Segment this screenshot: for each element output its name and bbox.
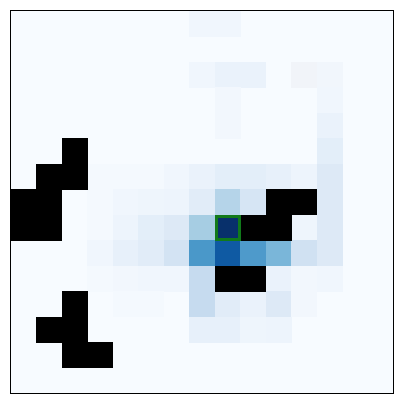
wall-cell: [240, 265, 267, 292]
wall-cell: [265, 189, 292, 216]
heatmap-cell: [214, 11, 241, 37]
wall-cell: [36, 189, 63, 216]
heatmap-cell: [316, 61, 343, 88]
heatmap-cell: [291, 163, 318, 190]
heatmap-cell: [112, 240, 139, 267]
heatmap-cell: [138, 265, 165, 292]
heatmap-cell: [265, 291, 292, 318]
heatmap-cell: [214, 189, 241, 216]
heatmap-cell: [189, 163, 216, 190]
heatmap-cell: [189, 11, 216, 37]
heatmap-cell: [240, 189, 267, 216]
heatmap-cell: [291, 291, 318, 318]
heatmap-cell: [316, 265, 343, 292]
wall-cell: [11, 214, 37, 241]
heatmap-cell: [163, 189, 190, 216]
heatmap-cell: [189, 316, 216, 343]
heatmap-cell: [240, 316, 267, 343]
wall-cell: [265, 214, 292, 241]
heatmap-cell: [214, 61, 241, 88]
heatmap-cell: [291, 214, 318, 241]
heatmap-cell: [163, 240, 190, 267]
heatmap-cell: [112, 265, 139, 292]
heatmap-cell: [240, 291, 267, 318]
wall-cell: [291, 189, 318, 216]
heatmap-cell: [316, 163, 343, 190]
heatmap-cell: [316, 240, 343, 267]
heatmap-cell: [138, 240, 165, 267]
heatmap-cell: [138, 214, 165, 241]
heatmap-cell: [214, 112, 241, 139]
heatmap-cell: [87, 214, 114, 241]
heatmap-cell: [214, 214, 241, 241]
heatmap-cell: [189, 240, 216, 267]
heatmap-cell: [189, 189, 216, 216]
heatmap-cell: [240, 163, 267, 190]
heatmap-cell: [291, 265, 318, 292]
wall-cell: [61, 316, 88, 343]
heatmap-cell: [87, 240, 114, 267]
wall-cell: [36, 316, 63, 343]
wall-cell: [36, 163, 63, 190]
heatmap-cell: [163, 163, 190, 190]
heatmap-cell: [265, 316, 292, 343]
heatmap-cell: [316, 214, 343, 241]
heatmap-cell: [265, 265, 292, 292]
wall-cell: [214, 265, 241, 292]
wall-cell: [61, 138, 88, 165]
heatmap-cell: [214, 87, 241, 114]
heatmap-cell: [138, 189, 165, 216]
heatmap-cell: [112, 189, 139, 216]
heatmap-cell: [214, 316, 241, 343]
heatmap-cell: [189, 61, 216, 88]
wall-cell: [240, 214, 267, 241]
wall-cell: [11, 189, 37, 216]
heatmap-cell: [138, 163, 165, 190]
heatmap-cell: [214, 163, 241, 190]
heatmap-cell: [87, 265, 114, 292]
heatmap-cell: [240, 240, 267, 267]
heatmap-cell: [316, 87, 343, 114]
heatmap-cell: [189, 214, 216, 241]
heatmap-cell: [291, 240, 318, 267]
heatmap-cell: [240, 61, 267, 88]
wall-cell: [61, 163, 88, 190]
heatmap-cell: [163, 265, 190, 292]
wall-cell: [61, 291, 88, 318]
heatmap-cell: [265, 163, 292, 190]
heatmap-cell: [189, 265, 216, 292]
heatmap-cell: [214, 240, 241, 267]
heatmap-cell: [214, 291, 241, 318]
heatmap-cell: [265, 240, 292, 267]
heatmap-cell: [87, 163, 114, 190]
grid-board: [10, 10, 394, 394]
heatmap-cell: [316, 138, 343, 165]
heatmap-cell: [138, 291, 165, 318]
wall-cell: [87, 342, 114, 369]
heatmap-cell: [112, 291, 139, 318]
heatmap-cell: [87, 189, 114, 216]
wall-cell: [61, 342, 88, 369]
heatmap-cell: [112, 163, 139, 190]
heatmap-cell: [189, 291, 216, 318]
heatmap-cell: [291, 61, 318, 88]
heatmap-cell: [316, 112, 343, 139]
heatmap-cell: [163, 214, 190, 241]
heatmap-cell: [112, 214, 139, 241]
wall-cell: [36, 214, 63, 241]
heatmap-cell: [316, 189, 343, 216]
agent-marker: [214, 214, 241, 241]
